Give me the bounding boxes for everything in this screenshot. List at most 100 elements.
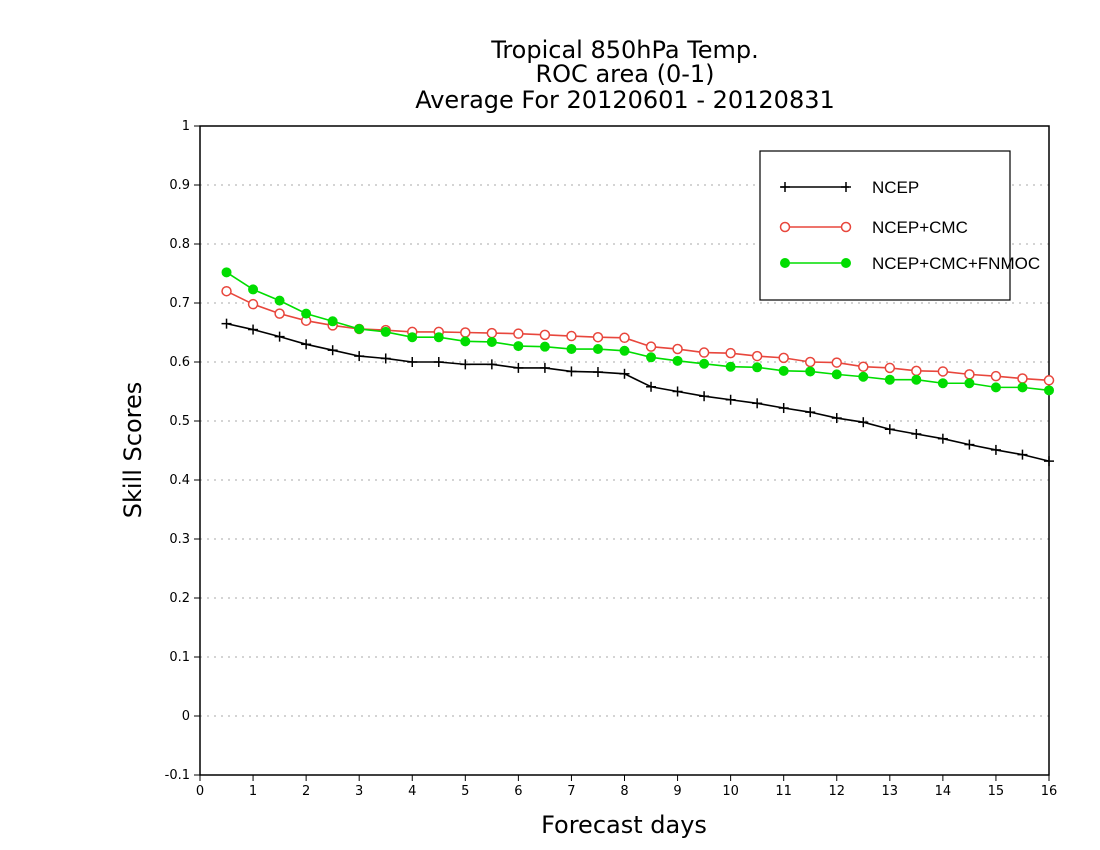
data-point-ncep-cmc-fnmoc xyxy=(1044,385,1054,396)
data-point-ncep-cmc xyxy=(274,308,285,319)
data-point-ncep xyxy=(884,424,895,435)
series-layer xyxy=(221,267,1055,467)
series-ncep xyxy=(221,318,1054,467)
data-point-ncep-cmc-fnmoc xyxy=(990,382,1001,393)
x-tick-label: 2 xyxy=(302,784,310,799)
data-point-ncep-cmc-fnmoc xyxy=(858,371,869,382)
data-point-ncep xyxy=(248,324,259,335)
data-point-ncep-cmc-fnmoc xyxy=(354,323,365,334)
data-point-ncep-cmc-fnmoc xyxy=(725,361,736,372)
data-point-ncep-cmc-fnmoc xyxy=(805,366,816,377)
data-point-ncep-cmc-fnmoc xyxy=(646,352,657,363)
data-point-ncep xyxy=(805,407,816,418)
data-point-ncep-cmc-fnmoc xyxy=(884,374,895,385)
y-axis-title: Skill Scores xyxy=(119,382,147,519)
data-point-ncep-cmc-fnmoc xyxy=(699,358,710,369)
data-point-ncep-cmc xyxy=(619,332,630,344)
data-point-ncep-cmc-fnmoc xyxy=(964,378,975,389)
data-point-ncep xyxy=(990,444,1001,455)
legend-item-ncep: NCEP xyxy=(780,178,919,197)
series-line-ncep-cmc xyxy=(226,290,1050,382)
legend-item-ncep-cmc: NCEP+CMC xyxy=(779,218,968,237)
data-point-ncep-cmc-fnmoc xyxy=(672,355,683,366)
data-point-ncep-cmc-fnmoc xyxy=(486,336,497,347)
data-point-ncep xyxy=(354,351,365,362)
data-point-ncep-cmc xyxy=(990,370,1002,382)
data-point-ncep-cmc-fnmoc xyxy=(460,336,471,347)
data-point-ncep xyxy=(513,362,524,373)
x-tick-label: 3 xyxy=(355,784,363,799)
data-point-ncep xyxy=(1017,449,1028,460)
data-point-ncep-cmc xyxy=(645,341,657,352)
chart-title-line-3: Average For 20120601 - 20120831 xyxy=(415,86,835,114)
legend-marker-end xyxy=(841,182,851,192)
legend: NCEP NCEP+CMC NCEP+CMC+FNMOC xyxy=(759,150,1040,301)
data-point-ncep xyxy=(407,357,418,367)
data-point-ncep-cmc xyxy=(247,298,259,310)
data-point-ncep-cmc xyxy=(911,365,922,377)
data-point-ncep xyxy=(1044,456,1054,467)
data-point-ncep-cmc-fnmoc xyxy=(911,374,922,385)
data-point-ncep-cmc-fnmoc xyxy=(937,378,948,389)
data-point-ncep xyxy=(964,439,975,450)
legend-marker-start xyxy=(780,258,790,268)
y-tick-label: 0.5 xyxy=(169,414,190,429)
data-point-ncep xyxy=(646,381,657,392)
data-point-ncep-cmc-fnmoc xyxy=(248,284,259,295)
data-point-ncep-cmc xyxy=(539,329,551,341)
data-point-ncep-cmc-fnmoc xyxy=(592,344,603,355)
data-point-ncep-cmc-fnmoc xyxy=(433,332,444,343)
data-point-ncep-cmc xyxy=(566,330,577,342)
legend-marker-end xyxy=(841,258,851,268)
data-point-ncep-cmc-fnmoc xyxy=(380,326,391,337)
series-ncep-cmc xyxy=(221,285,1055,386)
x-tick-label: 15 xyxy=(988,784,1005,799)
x-tick-label: 5 xyxy=(461,784,469,799)
data-point-ncep-cmc-fnmoc xyxy=(778,365,789,376)
data-point-ncep-cmc-fnmoc xyxy=(221,267,232,278)
data-point-ncep-cmc-fnmoc xyxy=(407,332,418,343)
data-point-ncep-cmc xyxy=(1043,375,1055,386)
data-point-ncep-cmc xyxy=(592,331,604,343)
data-point-ncep xyxy=(433,357,444,367)
data-point-ncep-cmc xyxy=(884,362,896,374)
x-tick-label: 11 xyxy=(775,784,792,799)
data-point-ncep-cmc-fnmoc xyxy=(831,369,842,380)
data-point-ncep xyxy=(327,345,338,356)
data-point-ncep-cmc-fnmoc xyxy=(1017,382,1028,393)
data-point-ncep-cmc xyxy=(513,328,524,339)
chart-title-line-2: ROC area (0-1) xyxy=(535,60,714,88)
data-point-ncep xyxy=(752,398,763,409)
data-point-ncep xyxy=(274,331,285,342)
data-point-ncep xyxy=(858,417,869,428)
y-tick-label: 0.6 xyxy=(169,355,190,370)
data-point-ncep xyxy=(486,359,497,370)
legend-marker-start xyxy=(779,221,791,233)
axis-ticks: -0.100.10.20.30.40.50.60.70.80.910 1 2 3 4 5 6… xyxy=(165,119,1058,799)
data-point-ncep xyxy=(301,339,312,350)
data-point-ncep-cmc xyxy=(486,327,498,339)
x-tick-label: 12 xyxy=(828,784,845,799)
x-tick-label: 8 xyxy=(620,784,628,799)
data-point-ncep-cmc-fnmoc xyxy=(327,316,338,327)
x-tick-label: 16 xyxy=(1041,784,1058,799)
data-point-ncep xyxy=(539,362,550,373)
data-point-ncep xyxy=(592,367,603,378)
x-tick-label: 6 xyxy=(514,784,522,799)
x-tick-label: 4 xyxy=(408,784,416,799)
data-point-ncep xyxy=(460,359,471,370)
x-axis-title: Forecast days xyxy=(541,811,707,839)
data-point-ncep xyxy=(566,366,577,377)
x-tick-label: 14 xyxy=(935,784,952,799)
legend-marker-end xyxy=(840,221,852,233)
legend-item-ncep-cmc-fnmoc: NCEP+CMC+FNMOC xyxy=(780,254,1040,273)
data-point-ncep xyxy=(619,368,630,379)
y-tick-label: 1 xyxy=(182,119,190,134)
series-line-ncep xyxy=(226,322,1050,462)
x-tick-label: 7 xyxy=(567,784,575,799)
data-point-ncep-cmc xyxy=(804,356,816,368)
legend-label: NCEP xyxy=(872,178,919,197)
data-point-ncep-cmc xyxy=(221,285,232,297)
x-tick-label: 9 xyxy=(673,784,681,799)
